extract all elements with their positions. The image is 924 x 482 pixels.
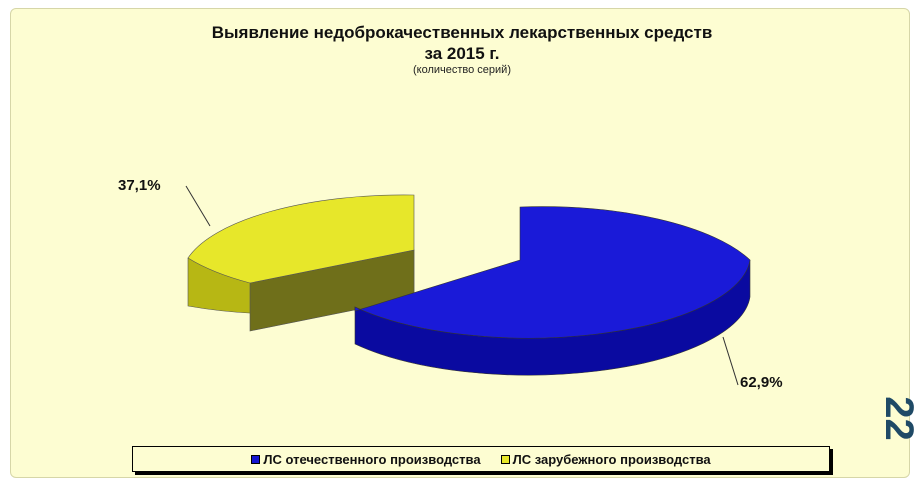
- legend-label-foreign: ЛС зарубежного производства: [512, 451, 711, 467]
- pie-slice-foreign: [187, 194, 415, 332]
- chart-title-line-1: Выявление недоброкачественных лекарствен…: [211, 23, 713, 42]
- legend-label-domestic: ЛС отечественного производства: [263, 451, 481, 467]
- chart-legend: ЛС отечественного производства ЛС зарубе…: [132, 446, 830, 472]
- legend-swatch-domestic: [251, 454, 261, 464]
- pie-slice-domestic: [354, 206, 751, 376]
- chart-title: Выявление недоброкачественных лекарствен…: [0, 22, 924, 64]
- chart-title-line-2: за 2015 г.: [424, 44, 500, 63]
- legend-swatch-foreign: [500, 454, 510, 464]
- legend-item-foreign: ЛС зарубежного производства: [500, 451, 711, 467]
- page-number: 22: [876, 396, 921, 441]
- chart-area: [10, 8, 910, 478]
- legend-item-domestic: ЛС отечественного производства: [251, 451, 481, 467]
- chart-subtitle: (количество серий): [412, 64, 511, 76]
- data-label-foreign: 37,1%: [118, 177, 161, 194]
- leader-line-domestic: [722, 336, 739, 386]
- data-label-domestic: 62,9%: [740, 374, 783, 391]
- leader-line-foreign: [185, 185, 211, 227]
- pie-slice-domestic-top: [354, 206, 751, 339]
- pie-slice-foreign-top: [187, 194, 415, 284]
